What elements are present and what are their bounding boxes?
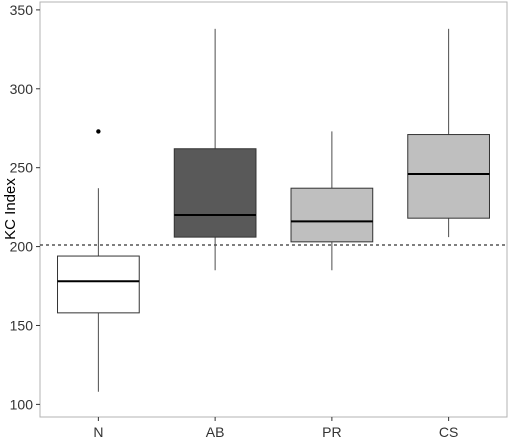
x-tick-label: N (93, 424, 103, 440)
y-tick-label: 200 (10, 239, 34, 255)
box-ab (173, 28, 257, 271)
y-tick-label: 250 (10, 160, 34, 176)
box-iqr (57, 255, 140, 314)
y-axis: 100 150 200 250 300 350 (10, 2, 40, 412)
boxes (57, 28, 490, 392)
y-tick-label: 100 (10, 396, 34, 412)
box-iqr (173, 148, 257, 238)
y-tick-label: 300 (10, 81, 34, 97)
y-axis-title: KC Index (2, 178, 19, 240)
outlier-point (96, 129, 101, 134)
box-pr (290, 131, 374, 271)
plot-panel-border (39, 1, 508, 418)
y-tick-label: 150 (10, 317, 34, 333)
x-tick-label: PR (322, 424, 341, 440)
x-tick-label: CS (439, 424, 458, 440)
box-cs (407, 28, 490, 238)
box-iqr (407, 134, 490, 219)
x-axis: N AB PR CS (93, 417, 458, 440)
y-tick-label: 350 (10, 2, 34, 18)
box-iqr (290, 187, 374, 243)
x-tick-label: AB (206, 424, 225, 440)
box-n (57, 129, 140, 392)
